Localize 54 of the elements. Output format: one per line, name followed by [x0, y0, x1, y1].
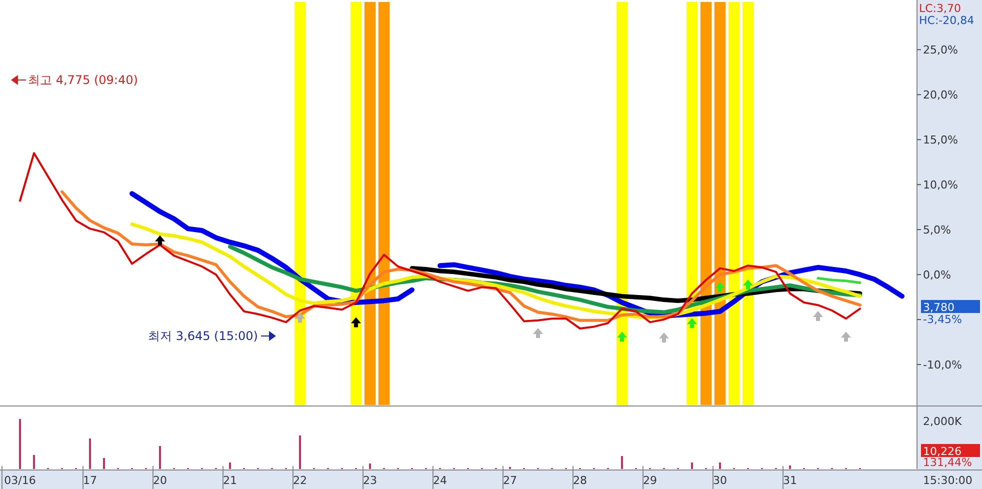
text: 15:30:00 — [923, 474, 972, 487]
bar — [719, 462, 721, 469]
annotation: 최고 4,775 (09:40) — [28, 73, 138, 87]
x-tick-label: 22 — [293, 474, 307, 487]
y-tick-label: 5,0% — [923, 224, 951, 237]
point — [295, 312, 305, 323]
point — [351, 317, 361, 328]
bar — [159, 446, 161, 469]
text: 10,226 — [923, 445, 962, 458]
point — [715, 282, 725, 292]
point — [617, 332, 627, 342]
bar — [369, 464, 371, 469]
annotation: -3,45% — [923, 313, 962, 326]
y-tick-label: 0,0% — [923, 268, 951, 282]
bar — [33, 455, 35, 469]
x-tick-label: 27 — [503, 474, 517, 487]
point — [813, 310, 823, 321]
y-tick-label: 25,0% — [923, 44, 958, 57]
x-tick-label: 20 — [153, 474, 167, 487]
y-tick-label: -10,0% — [923, 358, 962, 372]
x-tick-label: 29 — [643, 474, 657, 487]
bar — [789, 466, 791, 469]
bar — [621, 456, 623, 469]
y-tick-label: 15,0% — [923, 134, 958, 147]
y-tick-label: 10,0% — [923, 178, 958, 192]
point — [743, 279, 753, 290]
x-tick-label: 17 — [83, 474, 97, 487]
point — [659, 332, 669, 343]
text: 131,44% — [923, 456, 972, 469]
annotation: HC:-20,84 — [919, 14, 974, 27]
bar — [299, 436, 301, 469]
point — [841, 332, 851, 342]
annotation: LC:3,70 — [919, 2, 962, 15]
x-tick-label: 23 — [363, 474, 377, 487]
x-tick-label: 03/16 — [4, 474, 36, 487]
x-tick-label: 30 — [713, 474, 727, 487]
line-series — [19, 152, 861, 330]
bar — [19, 419, 21, 469]
text: 2,000K — [923, 415, 962, 428]
annotation: 최저 3,645 (15:00) — [148, 329, 258, 343]
annotation: 3,780 — [923, 301, 954, 314]
line-series — [60, 190, 862, 322]
point — [687, 318, 697, 328]
x-tick-label: 28 — [573, 474, 587, 487]
x-tick-label: 24 — [433, 474, 447, 487]
bar — [103, 458, 105, 469]
x-tick-label: 21 — [223, 474, 237, 487]
y-tick-label: 20,0% — [923, 88, 958, 102]
point — [533, 328, 543, 338]
x-tick-label: 31 — [783, 474, 797, 487]
bar — [89, 438, 91, 469]
bar — [229, 462, 231, 469]
point — [155, 235, 165, 246]
bar — [691, 462, 693, 469]
